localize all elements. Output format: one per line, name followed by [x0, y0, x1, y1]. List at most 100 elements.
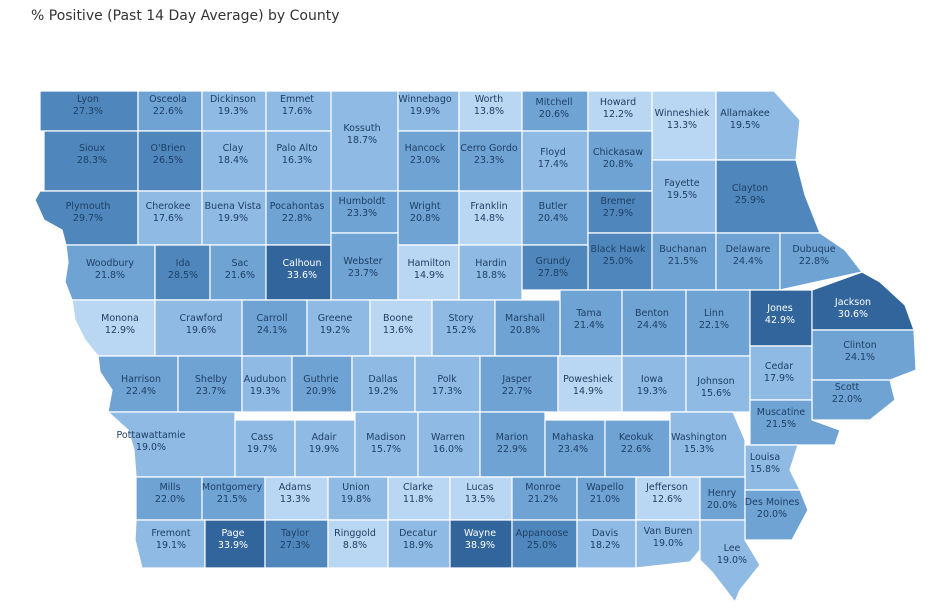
county-allamakee[interactable]	[715, 90, 801, 161]
county-cass[interactable]	[234, 419, 296, 478]
county-hancock[interactable]	[397, 130, 460, 192]
county-madison[interactable]	[354, 411, 419, 478]
county-ringgold[interactable]	[327, 519, 389, 569]
county-sioux[interactable]	[43, 130, 139, 192]
county-cherokee[interactable]	[137, 190, 203, 246]
county-carroll[interactable]	[241, 299, 308, 357]
county-bremer[interactable]	[587, 190, 653, 234]
county-jasper[interactable]	[479, 355, 559, 413]
county-scott[interactable]	[811, 379, 896, 421]
county-palo-alto[interactable]	[265, 130, 332, 192]
county-clarke[interactable]	[387, 476, 451, 521]
county-poweshiek[interactable]	[557, 355, 623, 413]
county-greene[interactable]	[306, 299, 371, 357]
county-jefferson[interactable]	[635, 476, 701, 521]
county-dubuque[interactable]	[779, 232, 864, 291]
county-mahaska[interactable]	[544, 419, 606, 478]
county-jones[interactable]	[749, 289, 813, 347]
county-emmet[interactable]	[265, 90, 332, 132]
county-crawford[interactable]	[154, 299, 243, 357]
county-chickasaw[interactable]	[587, 130, 653, 192]
county-plymouth[interactable]	[34, 190, 139, 246]
county-worth[interactable]	[458, 90, 523, 132]
county-buchanan[interactable]	[651, 232, 717, 291]
county-page[interactable]	[204, 519, 266, 569]
county-iowa[interactable]	[621, 355, 687, 413]
county-franklin[interactable]	[458, 190, 523, 246]
county-taylor[interactable]	[264, 519, 329, 569]
county-hardin[interactable]	[458, 244, 523, 301]
county-monona[interactable]	[71, 299, 156, 357]
county-union[interactable]	[327, 476, 389, 521]
county-mills[interactable]	[135, 476, 203, 521]
county-marion[interactable]	[479, 411, 546, 478]
county-harrison[interactable]	[97, 355, 179, 413]
county-o-brien[interactable]	[137, 130, 203, 192]
county-kossuth[interactable]	[330, 90, 399, 192]
county-clayton[interactable]	[715, 159, 821, 234]
county-hamilton[interactable]	[397, 244, 460, 301]
county-henry[interactable]	[699, 476, 746, 521]
county-floyd[interactable]	[521, 130, 589, 192]
county-sac[interactable]	[209, 244, 267, 301]
county-keokuk[interactable]	[604, 419, 671, 478]
county-howard[interactable]	[587, 90, 653, 132]
county-shelby[interactable]	[177, 355, 243, 413]
county-lee[interactable]	[699, 519, 761, 604]
county-montgomery[interactable]	[201, 476, 266, 521]
county-appanoose[interactable]	[511, 519, 578, 569]
county-dallas[interactable]	[351, 355, 416, 413]
county-guthrie[interactable]	[291, 355, 353, 413]
county-cerro-gordo[interactable]	[458, 130, 523, 192]
county-wapello[interactable]	[576, 476, 637, 521]
county-webster[interactable]	[330, 232, 399, 301]
county-des-moines[interactable]	[744, 489, 809, 541]
county-buena-vista[interactable]	[201, 190, 267, 246]
county-dickinson[interactable]	[201, 90, 267, 132]
county-clinton[interactable]	[811, 329, 917, 381]
county-butler[interactable]	[521, 190, 589, 246]
county-winneshiek[interactable]	[651, 90, 717, 161]
county-adams[interactable]	[264, 476, 329, 521]
county-story[interactable]	[431, 299, 496, 357]
county-audubon[interactable]	[241, 355, 293, 413]
county-clay[interactable]	[201, 130, 267, 192]
map-title: % Positive (Past 14 Day Average) by Coun…	[31, 8, 340, 24]
county-black-hawk[interactable]	[587, 232, 653, 291]
county-tama[interactable]	[559, 289, 623, 357]
county-fayette[interactable]	[651, 159, 717, 234]
county-fremont[interactable]	[134, 519, 206, 569]
county-lyon[interactable]	[39, 90, 139, 132]
county-calhoun[interactable]	[265, 244, 332, 301]
county-marshall[interactable]	[494, 299, 561, 357]
county-osceola[interactable]	[137, 90, 203, 132]
county-grundy[interactable]	[521, 244, 589, 291]
county-johnson[interactable]	[685, 355, 751, 413]
county-ida[interactable]	[154, 244, 211, 301]
county-humboldt[interactable]	[330, 190, 399, 234]
county-adair[interactable]	[294, 419, 356, 478]
county-van-buren[interactable]	[635, 519, 701, 569]
county-decatur[interactable]	[387, 519, 451, 569]
county-linn[interactable]	[685, 289, 751, 357]
county-warren[interactable]	[417, 411, 481, 478]
county-washington[interactable]	[669, 411, 746, 478]
county-wright[interactable]	[397, 190, 460, 246]
county-winnebago[interactable]	[397, 90, 460, 132]
county-monroe[interactable]	[511, 476, 578, 521]
county-benton[interactable]	[621, 289, 687, 357]
county-mitchell[interactable]	[521, 90, 589, 132]
county-delaware[interactable]	[715, 232, 781, 291]
county-boone[interactable]	[369, 299, 433, 357]
county-pocahontas[interactable]	[265, 190, 332, 246]
county-polk[interactable]	[414, 355, 481, 413]
county-woodbury[interactable]	[64, 244, 156, 301]
county-davis[interactable]	[576, 519, 637, 569]
county-jackson[interactable]	[811, 271, 915, 331]
county-louisa[interactable]	[744, 444, 801, 491]
county-pottawattamie[interactable]	[106, 411, 236, 478]
county-cedar[interactable]	[749, 345, 813, 401]
county-lucas[interactable]	[449, 476, 513, 521]
county-wayne[interactable]	[449, 519, 513, 569]
